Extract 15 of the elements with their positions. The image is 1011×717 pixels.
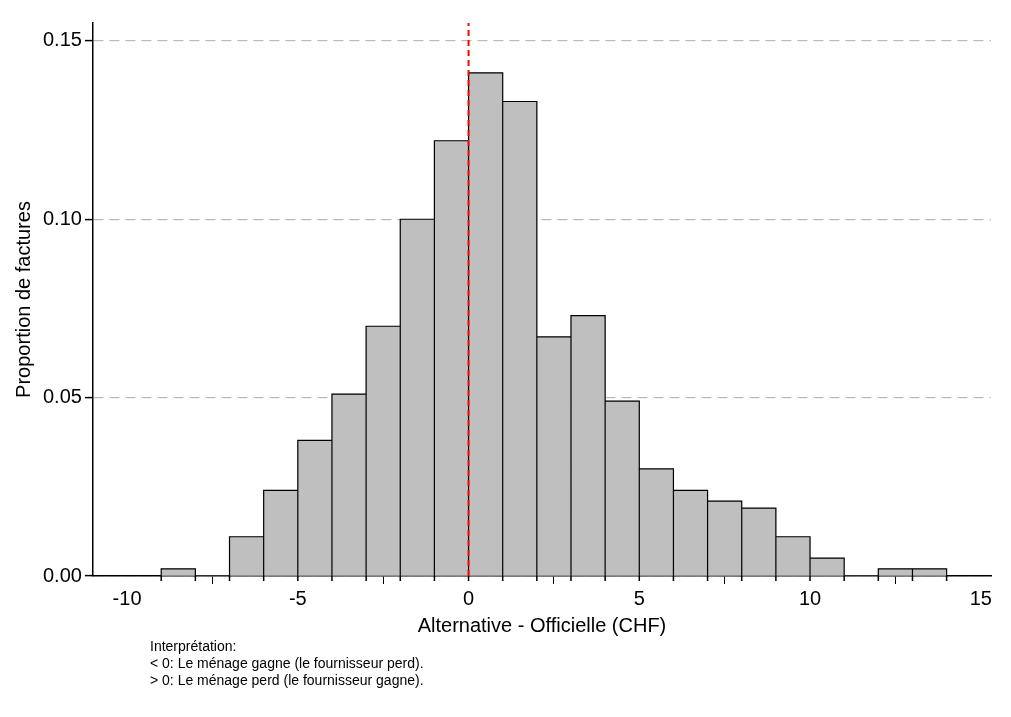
y-tick-label: 0.05 xyxy=(42,385,82,408)
x-tick-label: 0 xyxy=(462,586,475,609)
text: < 0: Le ménage gagne (le fournisseur perd). xyxy=(150,655,425,672)
x-tick-label: 10 xyxy=(798,586,822,609)
x-tick-label: 15 xyxy=(969,586,992,609)
x-tick-label: -5 xyxy=(288,586,307,609)
y-axis-title: Proportion de factures xyxy=(11,201,34,398)
x-axis-title: Alternative - Officielle (CHF) xyxy=(417,613,667,636)
y-tick-label: 0.15 xyxy=(42,28,82,51)
text: Interprétation: xyxy=(150,638,238,655)
x-tick-label: -10 xyxy=(112,586,142,609)
x-tick-label: 5 xyxy=(633,586,645,609)
y-tick-label: 0.00 xyxy=(42,563,82,586)
text: > 0: Le ménage perd (le fournisseur gagne). xyxy=(150,672,425,689)
y-tick-label: 0.10 xyxy=(42,206,82,229)
